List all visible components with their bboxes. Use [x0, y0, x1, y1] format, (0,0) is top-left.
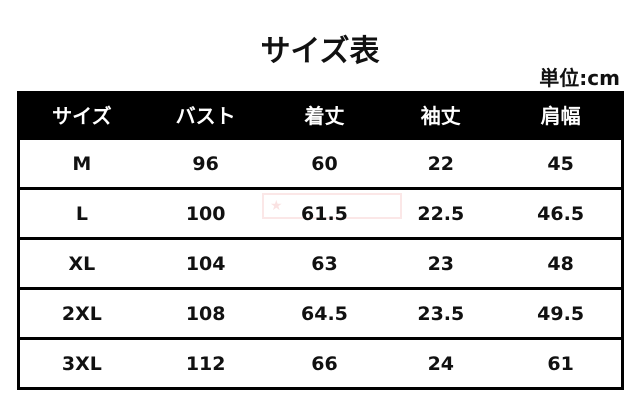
- cell-bust: 100: [185, 202, 226, 225]
- cell-shoulder: 46.5: [537, 202, 585, 225]
- cell-size: 2XL: [61, 302, 102, 325]
- cell-sleeve: 24: [427, 352, 455, 375]
- cell-shoulder: 48: [547, 252, 574, 275]
- cell-sleeve: 22: [427, 152, 455, 175]
- cell-bust: 108: [185, 302, 226, 325]
- header-size: サイズ: [52, 103, 112, 128]
- cell-bust: 96: [192, 152, 219, 175]
- header-shoulder: 肩幅: [540, 103, 581, 128]
- cell-shoulder: 45: [547, 152, 574, 175]
- table-header: サイズ バスト 着丈 袖丈 肩幅: [20, 91, 621, 137]
- cell-size: XL: [68, 252, 96, 275]
- cell-size: L: [75, 202, 88, 225]
- cell-size: M: [72, 152, 92, 175]
- cell-bust: 112: [185, 352, 226, 375]
- cell-sleeve: 23: [427, 252, 455, 275]
- table-row: 2XL 108 64.5 23.5 49.5: [20, 287, 621, 337]
- cell-bust: 104: [185, 252, 226, 275]
- cell-sleeve: 23.5: [417, 302, 465, 325]
- header-sleeve: 袖丈: [420, 103, 461, 128]
- cell-length: 63: [311, 252, 338, 275]
- table-row: M 96 60 22 45: [20, 137, 621, 187]
- cell-shoulder: 61: [547, 352, 574, 375]
- cell-shoulder: 49.5: [537, 302, 585, 325]
- star-icon: ★: [270, 198, 283, 214]
- header-length: 着丈: [304, 103, 345, 128]
- cell-length: 61.5: [301, 202, 348, 225]
- page-title: サイズ表: [260, 34, 380, 69]
- header-bust: バスト: [175, 103, 236, 128]
- cell-sleeve: 22.5: [417, 202, 465, 225]
- unit-label: 単位:cm: [539, 66, 620, 90]
- cell-size: 3XL: [61, 352, 102, 375]
- table-row: 3XL 112 66 24 61: [20, 337, 621, 387]
- cell-length: 66: [311, 352, 338, 375]
- watermark-logo: ★: [262, 193, 402, 219]
- cell-length: 64.5: [301, 302, 348, 325]
- size-table: サイズ バスト 着丈 袖丈 肩幅 M 96 60 22 45 L 100 61.…: [17, 91, 624, 390]
- cell-length: 60: [311, 152, 338, 175]
- table-row: XL 104 63 23 48: [20, 237, 621, 287]
- table-row: L 100 61.5 22.5 46.5: [20, 187, 621, 237]
